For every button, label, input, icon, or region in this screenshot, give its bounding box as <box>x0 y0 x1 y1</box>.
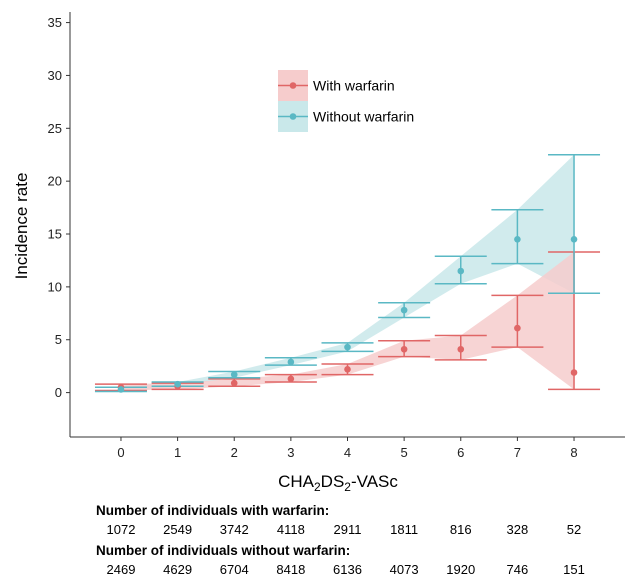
counts-with-row: 1072 2549 3742 4118 2911 1811 816 328 52 <box>0 522 630 538</box>
count-without-warfarin-6: 1920 <box>446 562 475 577</box>
count-without-warfarin-5: 4073 <box>390 562 419 577</box>
count-with-warfarin-8: 52 <box>567 522 581 537</box>
error-bars <box>95 155 600 392</box>
point-with-warfarin-7 <box>514 325 521 332</box>
legend-label-with-warfarin: With warfarin <box>313 78 395 94</box>
count-without-warfarin-0: 2469 <box>107 562 136 577</box>
y-tick-label-10: 10 <box>48 279 62 294</box>
point-without-warfarin-5 <box>401 307 408 314</box>
count-with-warfarin-7: 328 <box>507 522 529 537</box>
count-without-warfarin-3: 8418 <box>276 562 305 577</box>
point-with-warfarin-5 <box>401 346 408 353</box>
point-without-warfarin-2 <box>231 371 238 378</box>
point-with-warfarin-4 <box>344 366 351 373</box>
point-with-warfarin-2 <box>231 380 238 387</box>
count-with-warfarin-1: 2549 <box>163 522 192 537</box>
y-tick-label-0: 0 <box>55 385 62 400</box>
point-with-warfarin-3 <box>288 376 295 383</box>
x-tick-label-1: 1 <box>174 445 181 460</box>
x-tick-label-5: 5 <box>401 445 408 460</box>
legend: With warfarin Without warfarin <box>278 70 414 132</box>
count-without-warfarin-2: 6704 <box>220 562 249 577</box>
point-without-warfarin-0 <box>118 386 125 393</box>
y-tick-label-30: 30 <box>48 68 62 83</box>
count-with-warfarin-3: 4118 <box>277 522 305 537</box>
count-without-warfarin-7: 746 <box>507 562 529 577</box>
count-without-warfarin-8: 151 <box>563 562 585 577</box>
x-tick-label-8: 8 <box>570 445 577 460</box>
point-without-warfarin-8 <box>571 236 578 243</box>
y-tick-label-35: 35 <box>48 15 62 30</box>
x-axis: 0 1 2 3 4 5 6 7 8 <box>70 437 625 460</box>
point-without-warfarin-3 <box>288 359 295 366</box>
counts-without-row: 2469 4629 6704 8418 6136 4073 1920 746 151 <box>0 562 630 578</box>
point-without-warfarin-6 <box>457 268 464 275</box>
count-without-warfarin-1: 4629 <box>163 562 192 577</box>
x-tick-label-0: 0 <box>117 445 124 460</box>
x-tick-label-2: 2 <box>231 445 238 460</box>
count-without-warfarin-4: 6136 <box>333 562 362 577</box>
count-with-warfarin-0: 1072 <box>107 522 136 537</box>
counts-without-title: Number of individuals without warfarin: <box>96 543 350 558</box>
legend-dot-with-warfarin <box>290 82 297 89</box>
counts-with-title: Number of individuals with warfarin: <box>96 503 329 518</box>
point-without-warfarin-7 <box>514 236 521 243</box>
count-with-warfarin-4: 2911 <box>334 522 362 537</box>
y-tick-label-25: 25 <box>48 121 62 136</box>
point-without-warfarin-1 <box>174 381 181 388</box>
legend-dot-without-warfarin <box>290 113 297 120</box>
y-axis-title: Incidence rate <box>12 173 31 280</box>
legend-label-without-warfarin: Without warfarin <box>313 109 414 125</box>
count-with-warfarin-2: 3742 <box>220 522 249 537</box>
point-with-warfarin-8 <box>571 369 578 376</box>
x-tick-label-4: 4 <box>344 445 351 460</box>
y-tick-label-15: 15 <box>48 227 62 242</box>
y-tick-label-5: 5 <box>55 332 62 347</box>
count-with-warfarin-6: 816 <box>450 522 472 537</box>
x-tick-label-3: 3 <box>287 445 294 460</box>
x-axis-title: CHA2DS2-VASc <box>278 472 398 494</box>
ci-bands <box>121 155 574 392</box>
ci-band-without-warfarin <box>121 155 574 392</box>
y-tick-label-20: 20 <box>48 174 62 189</box>
x-tick-label-6: 6 <box>457 445 464 460</box>
y-axis: 0 5 10 15 20 25 30 35 <box>48 12 70 437</box>
count-with-warfarin-5: 1811 <box>390 522 418 537</box>
point-with-warfarin-6 <box>457 346 464 353</box>
point-without-warfarin-4 <box>344 344 351 351</box>
x-tick-label-7: 7 <box>514 445 521 460</box>
